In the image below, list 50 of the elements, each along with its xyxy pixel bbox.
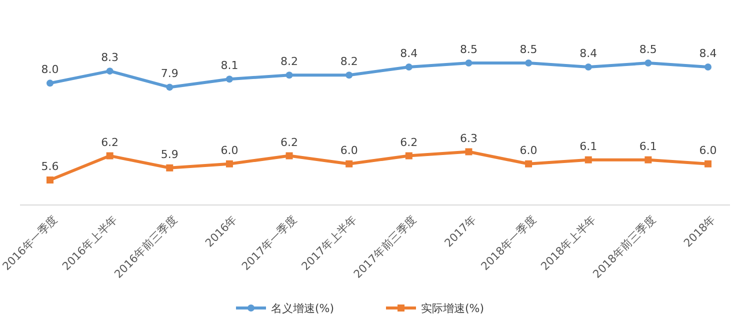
data-label: 8.4 (400, 47, 418, 60)
point (704, 64, 712, 71)
point (584, 156, 592, 164)
data-label: 6.3 (460, 132, 478, 145)
point (704, 160, 712, 168)
legend-label: 实际增速(%) (421, 302, 484, 315)
data-label: 8.1 (220, 59, 238, 72)
point (405, 64, 412, 71)
point (644, 60, 652, 66)
point (106, 68, 114, 75)
point (46, 176, 54, 184)
point (584, 64, 592, 71)
point (525, 160, 532, 168)
data-label: 6.2 (101, 136, 119, 149)
data-label: 8.5 (460, 43, 478, 56)
data-label: 6.2 (400, 136, 418, 149)
point (106, 152, 114, 160)
data-label: 8.2 (280, 55, 298, 68)
point (166, 164, 174, 172)
data-label: 8.3 (101, 51, 119, 64)
data-label: 7.9 (160, 67, 178, 80)
data-label: 5.9 (160, 148, 178, 161)
data-label: 6.2 (280, 136, 298, 149)
data-label: 6.0 (220, 144, 238, 157)
data-label: 6.0 (520, 144, 538, 157)
legend-label: 名义增速(%) (271, 302, 334, 315)
data-label: 6.1 (639, 140, 657, 153)
point (465, 148, 472, 156)
point (46, 80, 54, 87)
data-label: 8.4 (699, 47, 717, 60)
point (346, 72, 353, 79)
data-label: 8.5 (520, 43, 538, 56)
point (286, 152, 293, 160)
point (286, 72, 293, 79)
data-label: 6.0 (699, 144, 717, 157)
data-label: 8.4 (580, 47, 598, 60)
point (644, 156, 652, 164)
point (525, 60, 532, 66)
point (346, 160, 353, 168)
point (405, 152, 412, 160)
data-label: 6.1 (580, 140, 598, 153)
point (226, 76, 233, 83)
data-label: 8.2 (340, 55, 358, 68)
data-label: 8.5 (639, 43, 657, 56)
point (166, 84, 174, 91)
data-label: 8.0 (41, 63, 59, 76)
data-label: 5.6 (41, 160, 59, 173)
point (226, 160, 233, 168)
data-label: 6.0 (340, 144, 358, 157)
point (465, 60, 472, 66)
